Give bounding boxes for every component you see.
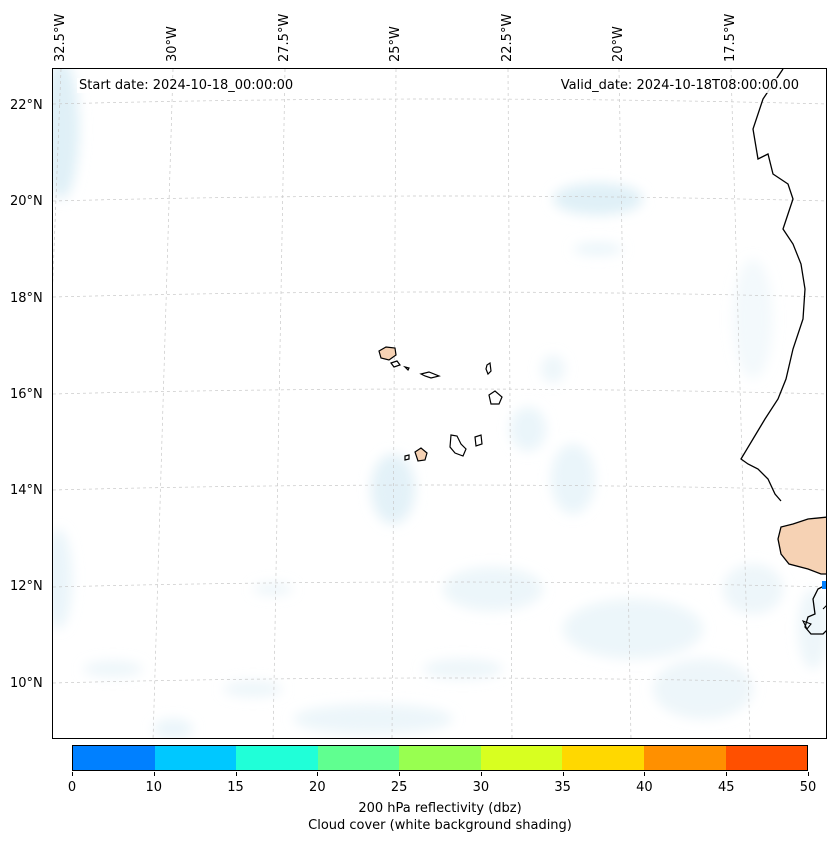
colorbar-segment [562, 746, 644, 770]
reflectivity-colorbar [72, 745, 808, 771]
island-santiago [449, 434, 467, 457]
colorbar-tick [644, 772, 646, 776]
colorbar-segment [73, 746, 155, 770]
lat-label-10n: 10°N [10, 676, 43, 691]
cloud-cover-shading [53, 69, 826, 738]
colorbar-segment [317, 746, 400, 770]
cape-verde-islands [378, 346, 503, 462]
colorbar-tick-label: 10 [145, 780, 163, 795]
lat-label-16n: 16°N [10, 387, 43, 402]
lat-label-20n: 20°N [10, 194, 43, 209]
coastal-islands [801, 605, 826, 631]
colorbar-segment [480, 746, 563, 770]
colorbar-tick-label: 45 [717, 780, 735, 795]
lon-label-30w: 30°W [165, 26, 180, 62]
colorbar-tick [72, 772, 73, 776]
island-sao-nicolau [419, 371, 441, 379]
island-santo-antao [378, 346, 397, 361]
lat-label-12n: 12°N [10, 579, 43, 594]
colorbar-tick-label: 50 [799, 780, 817, 795]
island-boa-vista [488, 390, 503, 405]
colorbar-tick-label: 25 [390, 780, 408, 795]
colorbar-tick [480, 772, 482, 776]
colorbar-segment [643, 746, 726, 770]
colorbar-tick-label: 30 [472, 780, 490, 795]
colorbar-label: 200 hPa reflectivity (dbz) [358, 801, 522, 816]
colorbar-segment [399, 746, 481, 770]
senegal-region [777, 516, 826, 575]
colorbar-segment [725, 746, 808, 770]
colorbar-tick-label: 40 [636, 780, 653, 795]
colorbar-segment [236, 746, 318, 770]
colorbar-tick [235, 772, 237, 776]
colorbar-tick [317, 772, 319, 776]
lat-label-22n: 22°N [10, 98, 43, 113]
lon-label-17-5w: 17.5°W [723, 13, 738, 62]
lat-label-18n: 18°N [10, 291, 43, 306]
colorbar-tick [399, 772, 401, 776]
colorbar-tick [726, 772, 728, 776]
africa-coastline [740, 69, 806, 502]
lon-label-32-5w: 32.5°W [53, 13, 68, 62]
map-frame[interactable]: Start date: 2024-10-18_00:00:00 Valid_da… [52, 68, 827, 739]
island-maio [474, 434, 483, 447]
colorbar-tick-label: 20 [309, 780, 326, 795]
map-canvas [53, 69, 826, 738]
start-date-label: Start date: 2024-10-18_00:00:00 [77, 78, 296, 93]
island-santa-luzia [403, 365, 410, 372]
colorbar-segment [154, 746, 237, 770]
lon-label-27-5w: 27.5°W [277, 13, 292, 62]
graticule [53, 69, 826, 738]
colorbar-tick-label: 35 [554, 780, 571, 795]
lat-label-14n: 14°N [10, 483, 43, 498]
lon-label-20w: 20°W [611, 26, 626, 62]
lon-label-22-5w: 22.5°W [500, 13, 515, 62]
island-brava [404, 454, 410, 461]
island-sal [485, 361, 492, 376]
colorbar-tick [562, 772, 564, 776]
valid-date-label: Valid_date: 2024-10-18T08:00:00.00 [558, 78, 801, 93]
colorbar-tick [153, 772, 155, 776]
colorbar-tick-label: 15 [227, 780, 244, 795]
colorbar-sublabel: Cloud cover (white background shading) [308, 818, 572, 833]
lon-label-25w: 25°W [388, 26, 403, 62]
colorbar-tick [808, 772, 809, 776]
guinea-bissau-coast [804, 584, 826, 635]
island-fogo [414, 447, 428, 462]
colorbar-tick-label: 0 [67, 780, 77, 795]
island-sao-vicente [390, 360, 401, 368]
reflectivity-cell [822, 581, 826, 589]
